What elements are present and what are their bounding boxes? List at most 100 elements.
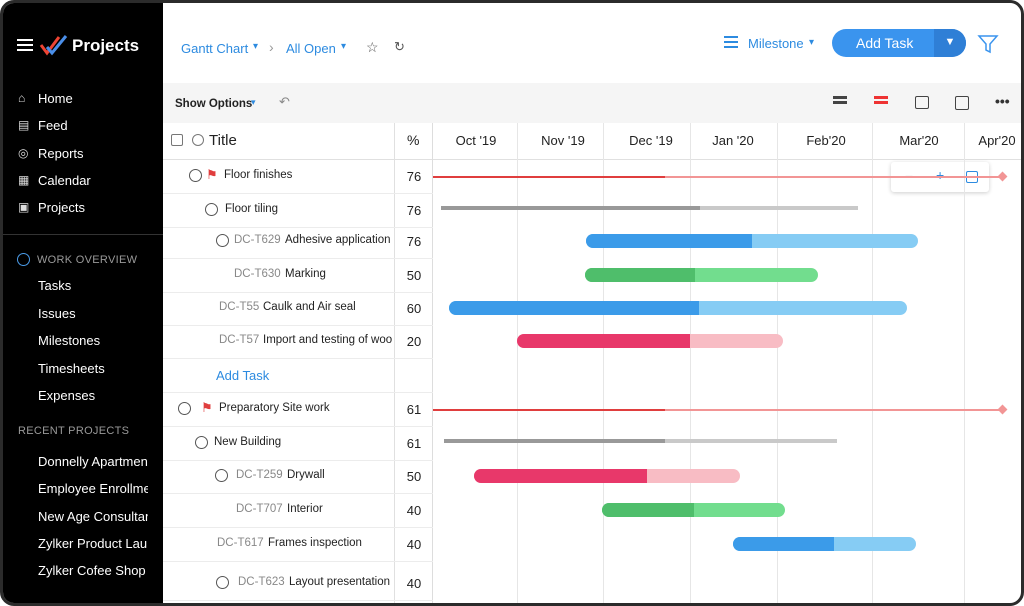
grid-line [964, 123, 965, 603]
nav-item[interactable]: Timesheets [38, 360, 105, 376]
task-title[interactable]: Caulk and Air seal [263, 301, 356, 313]
nav-icon: ▣ [18, 200, 30, 215]
task-title[interactable]: Layout presentation [289, 576, 391, 588]
task-title[interactable]: Floor finishes [224, 169, 293, 181]
row-border [163, 292, 433, 293]
expand-icon[interactable] [215, 469, 228, 482]
button-label: Add Task [856, 35, 914, 51]
section-title: RECENT PROJECTS [18, 425, 130, 437]
tool-icon[interactable] [833, 96, 847, 99]
nav-item[interactable]: Issues [38, 305, 76, 321]
section-title: WORK OVERVIEW [37, 254, 138, 266]
breadcrumb[interactable]: Gantt Chart [181, 41, 249, 56]
task-id: DC-T55 [219, 301, 260, 313]
nav-item[interactable]: Home [38, 91, 73, 106]
milestone-line [665, 176, 1003, 178]
task-title[interactable]: New Building [214, 436, 282, 448]
nav-item[interactable]: Feed [38, 118, 68, 134]
milestone-end [997, 404, 1008, 415]
expand-icon[interactable] [178, 402, 191, 415]
nav-item[interactable]: Reports [38, 145, 84, 161]
month-label: Apr'20 [978, 133, 1016, 148]
dropdown-toggle[interactable]: ▼ [934, 29, 966, 57]
project-item[interactable]: New Age Consultancy [38, 508, 148, 524]
toolbar: Show Options ▾ ↶ ••• [163, 83, 1021, 123]
sidebar: Projects WORK OVERVIEW RECENT PROJECTS [3, 3, 163, 603]
tool-icon[interactable] [915, 96, 929, 109]
view-icon [724, 36, 738, 38]
menu-icon[interactable] [17, 39, 33, 41]
task-progress [474, 469, 647, 483]
expand-icon[interactable] [216, 234, 229, 247]
column-header: % [407, 132, 420, 148]
project-item[interactable]: Donnelly Apartments [38, 454, 148, 469]
month-label: Feb'20 [806, 133, 846, 148]
nav-item[interactable]: Tasks [38, 278, 72, 293]
brand: Projects [72, 36, 140, 55]
nav-icon: ◎ [18, 145, 29, 160]
add-task-button[interactable]: Add Task ▼ [832, 29, 966, 57]
grid-line [872, 123, 873, 603]
task-title[interactable]: Drywall [287, 469, 325, 481]
view-selector[interactable]: Milestone [748, 36, 804, 51]
task-progress [517, 334, 690, 348]
expand-icon[interactable] [189, 169, 202, 182]
nav-item[interactable]: Projects [38, 200, 85, 216]
task-title[interactable]: Import and testing of woo.. [263, 334, 393, 346]
tool-icon[interactable] [874, 96, 888, 99]
column-header: Title [209, 132, 237, 149]
add-task-link[interactable]: Add Task [216, 368, 270, 383]
expand-icon[interactable] [216, 576, 229, 589]
group-bar [444, 439, 665, 443]
collapse-all[interactable] [192, 134, 204, 146]
filter-icon[interactable] [977, 33, 999, 55]
task-percent: 76 [406, 203, 422, 218]
task-percent: 61 [406, 436, 422, 451]
milestone-line [433, 409, 665, 411]
logo [39, 35, 68, 56]
task-title[interactable]: Frames inspection [268, 537, 362, 549]
refresh-icon[interactable]: ↻ [394, 39, 405, 54]
task-percent: 60 [406, 301, 422, 316]
more-icon[interactable]: ••• [995, 93, 1010, 109]
task-percent: 50 [406, 268, 422, 283]
task-title[interactable]: Adhesive application [285, 234, 391, 246]
show-options[interactable]: Show Options [175, 98, 253, 110]
task-percent: 61 [406, 402, 422, 417]
zoom-in[interactable]: + [936, 167, 945, 183]
select-icon[interactable] [171, 134, 183, 146]
breadcrumb[interactable]: All Open [286, 41, 336, 56]
star-icon[interactable]: ☆ [366, 39, 379, 55]
group-bar [700, 206, 858, 210]
task-progress [586, 234, 752, 248]
nav-item[interactable]: Expenses [38, 388, 96, 403]
month-label: Mar'20 [899, 133, 939, 148]
row-border [163, 460, 433, 461]
expand-icon[interactable] [195, 436, 208, 449]
grid-line [690, 123, 691, 603]
task-percent: 40 [406, 503, 422, 518]
nav-item[interactable]: Calendar [38, 172, 91, 188]
task-title[interactable]: Interior [287, 503, 323, 515]
task-progress [449, 301, 699, 315]
group-bar [665, 439, 837, 443]
task-title[interactable]: Preparatory Site work [219, 402, 330, 414]
nav-item[interactable]: Milestones [38, 333, 101, 348]
project-item[interactable]: Zylker Cofee Shop [38, 563, 146, 579]
project-item[interactable]: Employee Enrollment [38, 481, 148, 497]
row-border [163, 561, 433, 562]
task-title[interactable]: Floor tiling [225, 203, 279, 215]
header-border [163, 159, 1021, 160]
collapse-icon[interactable] [17, 253, 30, 266]
task-id: DC-T630 [234, 268, 281, 280]
row-border [163, 493, 433, 494]
tool-icon[interactable] [955, 96, 969, 110]
nav-icon: ⌂ [18, 91, 26, 105]
expand-icon[interactable] [205, 203, 218, 216]
project-item[interactable]: Zylker Product Launch [38, 535, 148, 551]
grid-line [777, 123, 778, 603]
task-id: DC-T57 [219, 334, 260, 346]
milestone-icon: ⚑ [201, 400, 213, 415]
task-title[interactable]: Marking [285, 268, 326, 280]
row-border [163, 227, 433, 228]
